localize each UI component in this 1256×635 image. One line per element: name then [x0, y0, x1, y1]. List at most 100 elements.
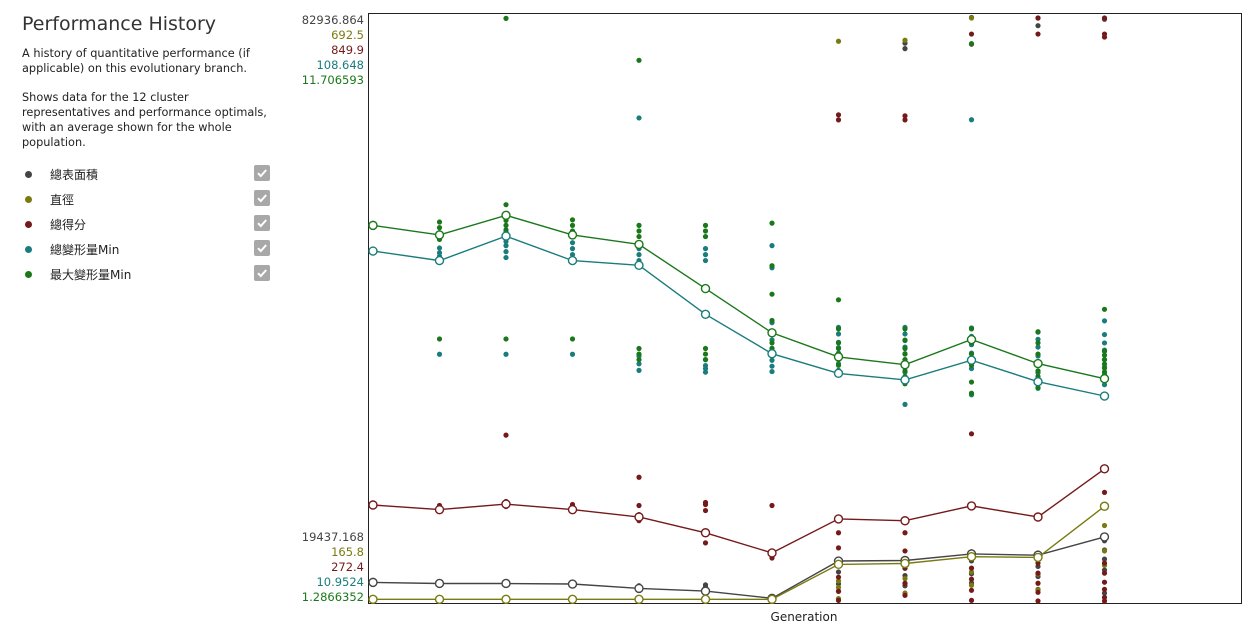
data-point [702, 540, 709, 546]
average-marker[interactable] [567, 594, 578, 604]
average-marker[interactable] [368, 594, 378, 604]
average-marker[interactable] [700, 586, 711, 596]
data-point [902, 592, 908, 598]
legend-checkbox[interactable] [254, 265, 270, 281]
average-marker[interactable] [434, 578, 445, 589]
data-point [968, 326, 975, 332]
average-marker[interactable] [966, 355, 977, 365]
data-point [569, 336, 576, 342]
average-marker[interactable] [767, 594, 777, 604]
average-marker[interactable] [767, 348, 777, 359]
average-marker[interactable] [833, 559, 844, 570]
average-marker[interactable] [434, 255, 445, 266]
legend-checkbox[interactable] [254, 215, 270, 231]
average-marker[interactable] [567, 230, 578, 240]
legend-item-total-score: 總得分 [22, 214, 277, 239]
average-marker[interactable] [1099, 391, 1110, 401]
checkmark-icon [257, 269, 267, 278]
average-marker[interactable] [501, 210, 511, 221]
average-marker[interactable] [434, 594, 445, 604]
legend: 總表面積 直徑 總得分 總變形量Min 最大變形量Min [22, 164, 277, 289]
data-point [968, 15, 975, 21]
average-marker[interactable] [1033, 512, 1043, 522]
checkmark-icon [257, 219, 267, 228]
average-marker[interactable] [501, 499, 511, 509]
average-marker[interactable] [501, 594, 511, 604]
average-marker[interactable] [900, 360, 910, 370]
legend-item-max-deformation: 最大變形量Min [22, 264, 277, 289]
average-marker[interactable] [700, 309, 711, 319]
y-max-label: 82936.864 [301, 13, 364, 27]
average-marker[interactable] [966, 552, 977, 562]
average-marker[interactable] [700, 528, 711, 538]
data-point [436, 245, 443, 251]
average-marker[interactable] [368, 577, 378, 588]
average-marker[interactable] [1099, 464, 1110, 474]
data-point [902, 401, 908, 407]
data-point [902, 113, 908, 119]
data-point [702, 351, 709, 357]
average-marker[interactable] [634, 594, 644, 604]
data-point [769, 317, 775, 324]
data-point [902, 548, 908, 554]
average-marker[interactable] [833, 352, 844, 362]
average-marker[interactable] [1033, 552, 1043, 563]
average-marker[interactable] [567, 579, 578, 589]
average-marker[interactable] [368, 220, 378, 231]
data-point [968, 117, 975, 123]
average-marker[interactable] [700, 594, 711, 604]
data-point [702, 228, 709, 234]
average-marker[interactable] [634, 583, 644, 594]
data-point [1035, 351, 1041, 357]
data-point [968, 597, 975, 603]
legend-label: 總得分 [50, 218, 87, 232]
average-marker[interactable] [1033, 358, 1043, 369]
average-marker[interactable] [434, 504, 445, 515]
average-marker[interactable] [434, 230, 445, 240]
data-point [1035, 570, 1041, 576]
average-marker[interactable] [833, 514, 844, 524]
average-marker[interactable] [1099, 532, 1110, 542]
average-marker[interactable] [368, 246, 378, 256]
data-point [902, 337, 908, 343]
data-point [902, 576, 908, 582]
legend-checkbox[interactable] [254, 165, 270, 181]
average-marker[interactable] [900, 375, 910, 385]
data-point [835, 588, 842, 594]
average-marker[interactable] [900, 516, 910, 526]
data-point [503, 202, 509, 208]
data-point [1101, 590, 1108, 596]
data-point [503, 351, 509, 357]
average-marker[interactable] [634, 512, 644, 522]
data-point [968, 379, 975, 385]
average-marker[interactable] [767, 328, 777, 338]
average-marker[interactable] [567, 255, 578, 266]
average-marker[interactable] [567, 504, 578, 515]
average-marker[interactable] [368, 500, 378, 510]
average-marker[interactable] [1099, 373, 1110, 384]
average-marker[interactable] [966, 501, 977, 511]
average-marker[interactable] [501, 231, 511, 241]
average-line [372, 235, 1105, 397]
average-marker[interactable] [767, 548, 777, 558]
data-point [436, 219, 443, 225]
average-marker[interactable] [1099, 501, 1110, 511]
average-marker[interactable] [966, 334, 977, 345]
average-marker[interactable] [634, 260, 644, 271]
average-marker[interactable] [700, 283, 711, 294]
average-marker[interactable] [833, 368, 844, 379]
average-marker[interactable] [501, 578, 511, 589]
sidebar: Performance History A history of quantit… [22, 10, 277, 289]
average-marker[interactable] [900, 558, 910, 569]
data-point [835, 112, 842, 118]
average-marker[interactable] [634, 239, 644, 250]
data-point [902, 117, 908, 123]
legend-checkbox[interactable] [254, 240, 270, 256]
data-point [968, 565, 975, 571]
data-point [968, 431, 975, 437]
average-marker[interactable] [1033, 377, 1043, 387]
data-point [1035, 598, 1041, 604]
data-point [503, 249, 509, 255]
data-point [702, 357, 709, 363]
legend-checkbox[interactable] [254, 190, 270, 206]
